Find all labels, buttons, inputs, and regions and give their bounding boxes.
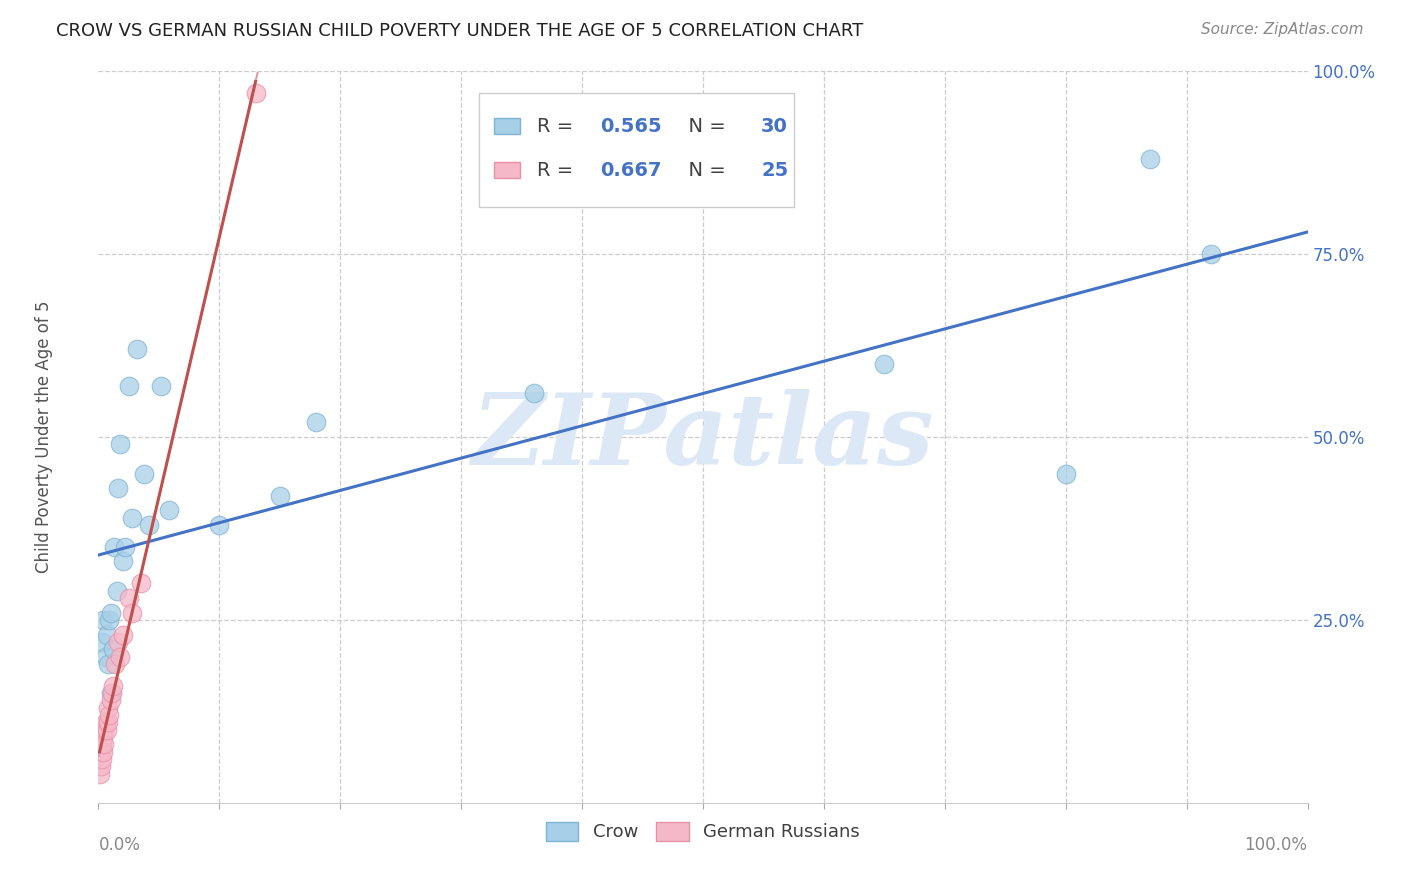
Text: N =: N = bbox=[676, 161, 733, 179]
Point bbox=[150, 379, 173, 393]
Point bbox=[89, 766, 111, 780]
Text: CROW VS GERMAN RUSSIAN CHILD POVERTY UNDER THE AGE OF 5 CORRELATION CHART: CROW VS GERMAN RUSSIAN CHILD POVERTY UND… bbox=[56, 22, 863, 40]
Point bbox=[90, 759, 112, 773]
Point bbox=[157, 503, 180, 517]
Point bbox=[97, 657, 120, 671]
Point bbox=[208, 517, 231, 532]
Text: 0.0%: 0.0% bbox=[98, 836, 141, 854]
Text: 25: 25 bbox=[761, 161, 789, 179]
Point bbox=[104, 657, 127, 671]
Point bbox=[93, 723, 115, 737]
Point bbox=[121, 510, 143, 524]
Point bbox=[107, 635, 129, 649]
Point bbox=[107, 481, 129, 495]
FancyBboxPatch shape bbox=[494, 118, 520, 135]
Text: R =: R = bbox=[537, 117, 579, 136]
Point bbox=[101, 679, 124, 693]
Point bbox=[96, 723, 118, 737]
Point bbox=[91, 752, 114, 766]
Point bbox=[91, 745, 114, 759]
Point bbox=[90, 745, 112, 759]
FancyBboxPatch shape bbox=[494, 162, 520, 178]
Text: 30: 30 bbox=[761, 117, 787, 136]
Point bbox=[1199, 247, 1222, 261]
Point bbox=[269, 489, 291, 503]
Point bbox=[305, 416, 328, 430]
Point bbox=[129, 576, 152, 591]
Point bbox=[91, 613, 114, 627]
Text: 100.0%: 100.0% bbox=[1244, 836, 1308, 854]
Point bbox=[127, 343, 149, 357]
Point bbox=[114, 540, 136, 554]
Point bbox=[97, 715, 120, 730]
Text: N =: N = bbox=[676, 117, 733, 136]
Point bbox=[103, 540, 125, 554]
Text: ZIPatlas: ZIPatlas bbox=[472, 389, 934, 485]
Point bbox=[94, 649, 117, 664]
Point bbox=[97, 700, 120, 714]
Text: Child Poverty Under the Age of 5: Child Poverty Under the Age of 5 bbox=[35, 301, 53, 574]
Point bbox=[138, 517, 160, 532]
Point bbox=[101, 642, 124, 657]
Point bbox=[100, 686, 122, 700]
Point bbox=[118, 591, 141, 605]
Point bbox=[91, 737, 114, 751]
Point bbox=[108, 437, 131, 451]
Point bbox=[1054, 467, 1077, 481]
Text: R =: R = bbox=[537, 161, 579, 179]
Point bbox=[134, 467, 156, 481]
Point bbox=[245, 87, 267, 101]
Point bbox=[100, 606, 122, 620]
Point bbox=[118, 379, 141, 393]
Point bbox=[105, 583, 128, 598]
Point bbox=[98, 708, 121, 723]
Point bbox=[108, 649, 131, 664]
Point bbox=[873, 357, 896, 371]
Point bbox=[1139, 152, 1161, 166]
Point bbox=[100, 693, 122, 707]
Point bbox=[91, 730, 114, 744]
Point bbox=[523, 386, 546, 401]
Point bbox=[93, 737, 115, 751]
Point bbox=[100, 686, 122, 700]
Point bbox=[94, 715, 117, 730]
Point bbox=[111, 554, 134, 568]
Point bbox=[111, 627, 134, 641]
Text: 0.565: 0.565 bbox=[600, 117, 662, 136]
Point bbox=[121, 606, 143, 620]
FancyBboxPatch shape bbox=[479, 94, 793, 207]
Point bbox=[91, 635, 114, 649]
Text: Source: ZipAtlas.com: Source: ZipAtlas.com bbox=[1201, 22, 1364, 37]
Point bbox=[96, 627, 118, 641]
Legend: Crow, German Russians: Crow, German Russians bbox=[538, 814, 868, 848]
Text: 0.667: 0.667 bbox=[600, 161, 662, 179]
Point bbox=[98, 613, 121, 627]
